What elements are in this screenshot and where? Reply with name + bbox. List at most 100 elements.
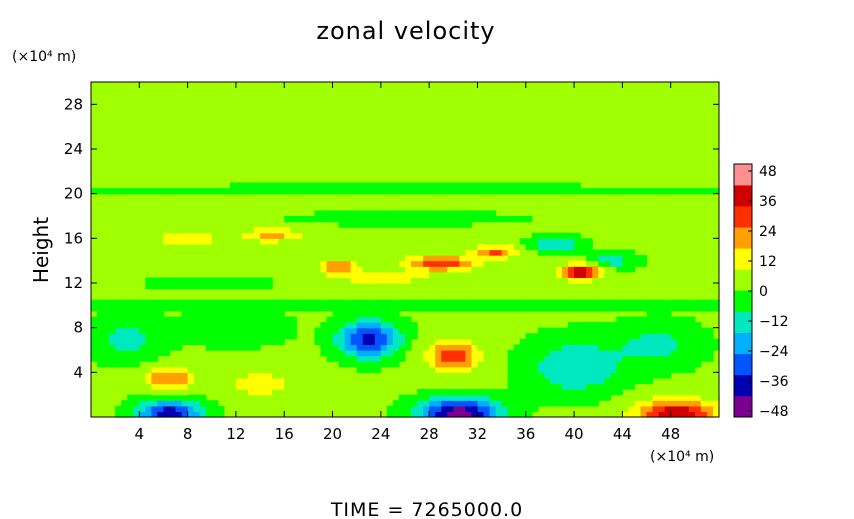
heatmap-cell (181, 383, 189, 390)
heatmap-cell (332, 322, 340, 329)
heatmap-cell (115, 322, 122, 329)
heatmap-cell (223, 283, 231, 290)
heatmap-cell (181, 389, 189, 396)
heatmap-cell (465, 182, 473, 189)
heatmap-cell (169, 232, 177, 239)
heatmap-cell (507, 400, 515, 407)
heatmap-cell (344, 216, 352, 223)
heatmap-cell (658, 188, 666, 195)
heatmap-cell (604, 411, 611, 418)
heatmap-cell (278, 366, 285, 373)
heatmap-cell (175, 333, 183, 340)
heatmap-cell (477, 266, 485, 273)
heatmap-cell (592, 271, 599, 279)
heatmap-cell (338, 260, 346, 267)
heatmap-cell (423, 350, 430, 357)
heatmap-cell (193, 383, 201, 390)
heatmap-cell (272, 338, 279, 346)
heatmap-cell (386, 355, 394, 362)
heatmap-cell (368, 288, 376, 295)
heatmap-cell (453, 400, 460, 407)
heatmap-cell (628, 366, 636, 373)
heatmap-cell (519, 394, 527, 401)
heatmap-cell (386, 188, 394, 195)
heatmap-cell (574, 372, 581, 379)
heatmap-cell (495, 238, 503, 245)
heatmap-cell (604, 327, 611, 334)
heatmap-cell (610, 405, 617, 413)
heatmap-cell (622, 327, 630, 334)
heatmap-cell (235, 372, 243, 379)
heatmap-cell (580, 283, 587, 290)
heatmap-cell (344, 305, 352, 312)
heatmap-cell (465, 394, 473, 401)
heatmap-cell (459, 377, 466, 385)
colorbar-segment (734, 269, 752, 291)
heatmap-cell (266, 316, 273, 323)
heatmap-cell (235, 389, 243, 396)
heatmap-cell (640, 305, 648, 312)
heatmap-cell (356, 322, 364, 329)
heatmap-cell (398, 288, 406, 295)
heatmap-cell (417, 411, 424, 418)
heatmap-cell (471, 188, 479, 195)
heatmap-cell (91, 333, 98, 340)
heatmap-cell (211, 383, 219, 390)
heatmap-cell (598, 383, 605, 390)
heatmap-cell (284, 227, 291, 234)
heatmap-cell (374, 210, 382, 217)
heatmap-cell (706, 405, 714, 413)
heatmap-cell (549, 377, 557, 385)
heatmap-cell (290, 288, 297, 295)
heatmap-cell (368, 366, 376, 373)
heatmap-cell (356, 305, 364, 312)
heatmap-cell (398, 333, 406, 340)
heatmap-cell (115, 344, 122, 351)
heatmap-cell (254, 400, 261, 407)
heatmap-cell (592, 372, 599, 379)
heatmap-cell (471, 372, 479, 379)
heatmap-cell (133, 305, 140, 312)
heatmap-cell (169, 305, 177, 312)
heatmap-cell (622, 344, 630, 351)
heatmap-cell (326, 266, 334, 273)
heatmap-cell (676, 322, 684, 329)
heatmap-cell (447, 260, 454, 267)
heatmap-cell (181, 322, 189, 329)
heatmap-cell (338, 350, 346, 357)
heatmap-cell (694, 322, 702, 329)
heatmap-cell (151, 238, 159, 245)
heatmap-cell (670, 316, 678, 323)
heatmap-cell (386, 305, 394, 312)
heatmap-cell (163, 188, 171, 195)
heatmap-cell (634, 305, 642, 312)
heatmap-cell (139, 305, 146, 312)
heatmap-cell (501, 216, 509, 223)
heatmap-cell (121, 288, 128, 295)
heatmap-cell (562, 350, 569, 357)
heatmap-cell (688, 299, 696, 306)
heatmap-cell (471, 400, 479, 407)
x-tick-label: 12 (226, 425, 245, 443)
heatmap-cell (513, 366, 521, 373)
heatmap-cell (628, 260, 636, 267)
heatmap-cell (308, 288, 316, 295)
heatmap-cell (628, 405, 636, 413)
heatmap-cell (574, 355, 581, 362)
heatmap-cell (211, 188, 219, 195)
heatmap-cell (296, 271, 303, 279)
heatmap-cell (211, 327, 219, 334)
heatmap-cell (248, 377, 255, 385)
heatmap-cell (694, 411, 702, 418)
heatmap-cell (586, 327, 593, 334)
heatmap-cell (290, 389, 297, 396)
heatmap-cell (483, 249, 491, 256)
heatmap-cell (676, 327, 684, 334)
x-axis-unit: (×10⁴ m) (650, 449, 714, 465)
heatmap-cell (211, 305, 219, 312)
heatmap-cell (115, 405, 122, 413)
heatmap-cell (169, 344, 177, 351)
heatmap-cell (356, 355, 364, 362)
heatmap-cell (525, 338, 533, 346)
heatmap-cell (229, 305, 237, 312)
